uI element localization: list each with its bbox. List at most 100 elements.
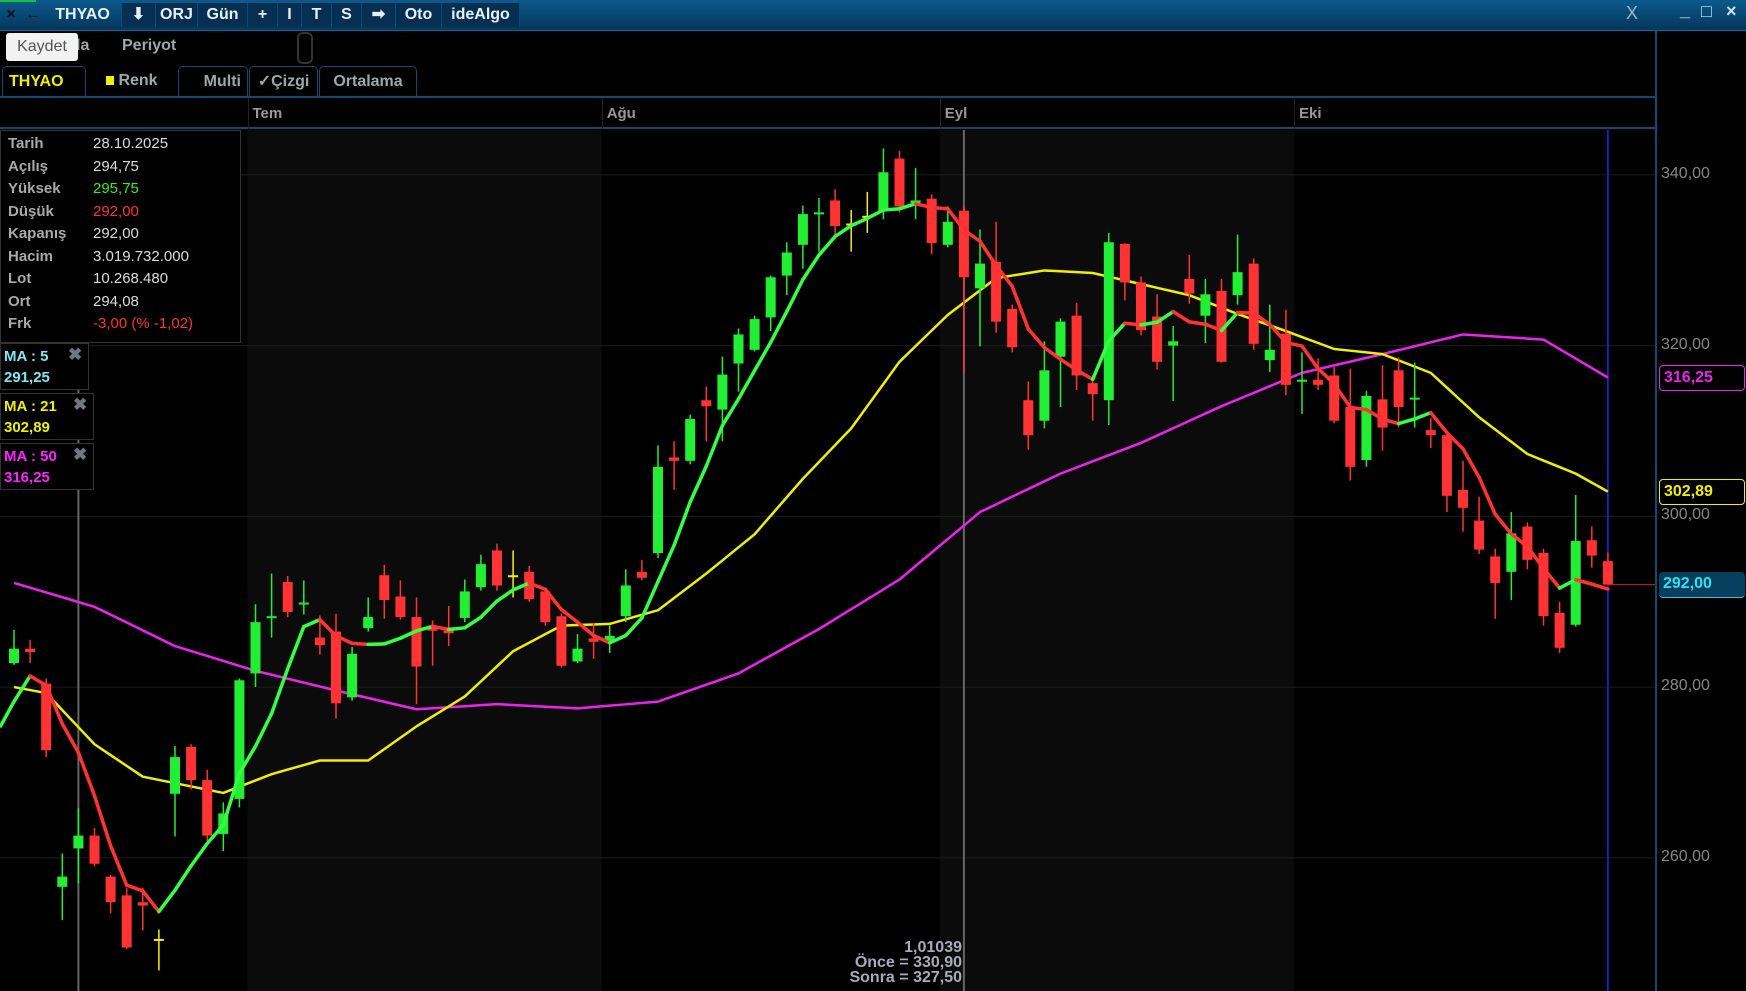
ma5-segment [12, 674, 32, 704]
settings-button[interactable]: la [76, 37, 90, 54]
minimize-button[interactable]: _ [1680, 0, 1691, 20]
remove-ma-icon[interactable]: ✖ [68, 345, 83, 364]
ma5-segment [1123, 321, 1143, 327]
titlebar-button-7[interactable]: I [278, 3, 302, 27]
ma5-segment [1219, 310, 1240, 333]
ma5-segment [1477, 475, 1497, 517]
candle-body [234, 680, 245, 799]
after-value: Sonra = 327,50 [849, 969, 962, 986]
candle-body [1297, 379, 1307, 382]
tab-color[interactable]: Renk [86, 66, 178, 98]
candle-body [1168, 341, 1179, 346]
titlebar-button-5[interactable]: Gün [198, 3, 248, 27]
candle-body [1039, 370, 1050, 421]
titlebar-button-2[interactable]: THYAO [44, 3, 122, 27]
ma5-segment [1493, 512, 1514, 536]
candle-body [653, 466, 663, 554]
titlebar-button-1[interactable]: ← [25, 6, 41, 23]
ma-legend-0[interactable]: MA : 5 291,25 ✖ [0, 343, 89, 390]
titlebar-button-3[interactable]: ⬇ [122, 3, 156, 27]
ma5-segment [624, 616, 644, 638]
ma5-segment [173, 864, 193, 893]
ma5-segment [1155, 309, 1175, 324]
candle-body [588, 638, 599, 642]
status-indicator [0, 0, 36, 2]
titlebar-button-9[interactable]: S [332, 3, 362, 27]
candle-body [1586, 540, 1597, 556]
candle-body [781, 252, 792, 276]
maximize-button[interactable]: □ [1701, 1, 1712, 21]
info-label: Düşük [8, 202, 54, 220]
ma5-segment [366, 642, 387, 647]
ma5-segment [398, 629, 419, 640]
ma5-segment [833, 223, 853, 239]
titlebar-button-6[interactable]: + [248, 3, 278, 27]
titlebar-button-11[interactable]: Oto [396, 3, 442, 27]
ohlc-info-panel: Tarih 28.10.2025 Açılış 294,75 Yüksek 295,75 D… [0, 130, 241, 343]
titlebar-button-8[interactable]: T [302, 3, 332, 27]
candle-body [266, 616, 277, 619]
titlebar-button-12[interactable]: ideAlgo [442, 3, 520, 27]
ma5-segment [1058, 357, 1079, 372]
info-label: Ort [8, 292, 31, 310]
ma5-segment [1590, 582, 1610, 591]
ma5-segment [302, 617, 322, 629]
titlebar-button-10[interactable]: ➡ [362, 3, 396, 27]
candle-body [620, 585, 631, 617]
ma50-line [13, 333, 1609, 711]
ma5-segment [962, 228, 982, 243]
candle-body [395, 596, 406, 618]
ma-legend-2[interactable]: MA : 50 316,25 ✖ [0, 443, 94, 490]
ma5-segment [1525, 544, 1546, 571]
price-axis[interactable]: 340,00 320,00 300,00 280,00 260,00 316,25 302,… [1655, 31, 1746, 991]
ma5-segment [141, 889, 161, 914]
candle-body [121, 895, 132, 948]
candle-body [1216, 290, 1227, 362]
candle-body [975, 263, 985, 289]
candle-body [1474, 520, 1485, 550]
tab-line[interactable]: ✓Çizgi [249, 66, 318, 98]
candle-body [1264, 349, 1275, 361]
candle-body [202, 780, 213, 836]
candle-body [508, 575, 519, 578]
ma5-segment [28, 674, 48, 688]
info-label: Lot [8, 270, 32, 287]
ma5-segment [1171, 309, 1192, 324]
ma5-segment [527, 581, 548, 591]
ma5-segment [752, 340, 773, 373]
ma5-segment [913, 201, 934, 210]
ma5-segment [414, 624, 435, 633]
candle-body [1184, 278, 1195, 294]
ma5-segment [929, 205, 950, 211]
ma5-segment [1042, 345, 1063, 361]
tab-color-label: Renk [118, 72, 158, 89]
ma5-segment [656, 543, 676, 584]
tab-average[interactable]: Ortalama [319, 66, 417, 98]
remove-ma-icon[interactable]: ✖ [73, 445, 88, 464]
candle-body [524, 571, 535, 600]
info-value: -3,00 (% -1,02) [93, 315, 194, 332]
period-button[interactable]: Periyot [122, 37, 177, 54]
close-button[interactable]: × [1726, 1, 1737, 21]
month-label: Ağu [606, 105, 636, 122]
titlebar-button-0[interactable]: × [6, 6, 16, 23]
ma5-segment [237, 744, 258, 776]
remove-ma-icon[interactable]: ✖ [73, 395, 88, 414]
tab-multi[interactable]: Multi [178, 66, 248, 98]
ma-legend-1[interactable]: MA : 21 302,89 ✖ [0, 393, 94, 440]
info-value: 292,00 [93, 202, 139, 220]
ma5-segment [672, 500, 692, 548]
toolbar-toggle[interactable] [297, 32, 313, 64]
candle-body [1522, 526, 1533, 560]
y-tick-label: 300,00 [1661, 506, 1710, 524]
candle-body [1232, 272, 1243, 296]
ma5-segment [1010, 284, 1031, 331]
chart-tabs: THYAO Renk Multi ✓Çizgi Ortalama [0, 64, 1655, 98]
tab-symbol[interactable]: THYAO [2, 66, 86, 98]
ma5-segment [108, 843, 129, 887]
candle-body [765, 277, 776, 318]
ma5-segment [1235, 310, 1256, 315]
y-tick-label: 320,00 [1661, 335, 1710, 353]
titlebar-button-4[interactable]: ORJ [156, 3, 198, 27]
